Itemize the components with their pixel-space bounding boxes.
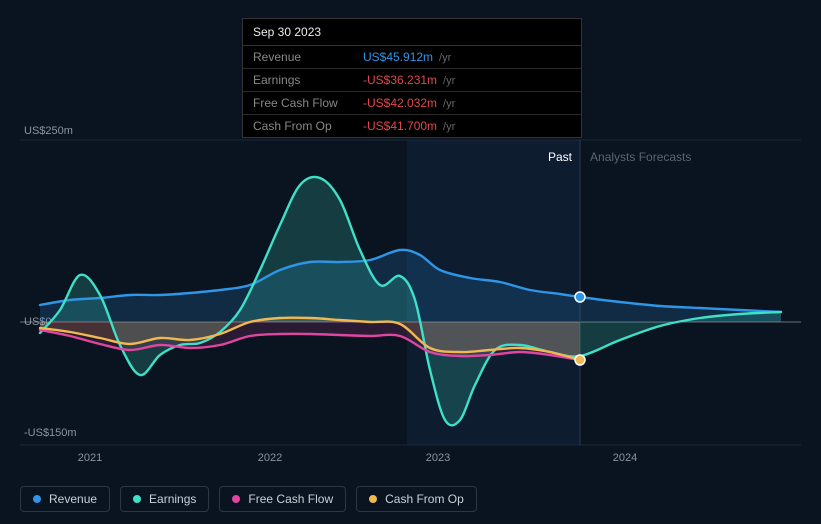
x-axis-label: 2024 — [613, 452, 637, 464]
tooltip-row-label: Free Cash Flow — [253, 96, 363, 110]
tooltip-row-unit: /yr — [443, 121, 455, 133]
legend-label: Revenue — [49, 492, 97, 506]
period-forecast-label: Analysts Forecasts — [590, 150, 691, 164]
legend-label: Earnings — [149, 492, 196, 506]
period-labels: Past Analysts Forecasts — [548, 150, 691, 164]
legend-dot — [33, 495, 41, 503]
tooltip-row-value: -US$42.032m — [363, 96, 437, 110]
legend-label: Free Cash Flow — [248, 492, 333, 506]
legend-item[interactable]: Cash From Op — [356, 486, 477, 512]
tooltip-row-label: Revenue — [253, 50, 363, 64]
legend-item[interactable]: Earnings — [120, 486, 209, 512]
legend-label: Cash From Op — [385, 492, 464, 506]
legend-item[interactable]: Revenue — [20, 486, 110, 512]
legend-dot — [232, 495, 240, 503]
tooltip-row: RevenueUS$45.912m/yr — [243, 46, 581, 69]
tooltip-row-label: Earnings — [253, 73, 363, 87]
tooltip-row-unit: /yr — [439, 52, 451, 64]
x-axis-label: 2021 — [78, 452, 102, 464]
tooltip-row: Cash From Op-US$41.700m/yr — [243, 115, 581, 137]
legend-item[interactable]: Free Cash Flow — [219, 486, 346, 512]
tooltip-row-value: US$45.912m — [363, 50, 433, 64]
tooltip-row-unit: /yr — [443, 75, 455, 87]
x-axis-label: 2022 — [258, 452, 282, 464]
tooltip-row: Earnings-US$36.231m/yr — [243, 69, 581, 92]
x-axis-label: 2023 — [426, 452, 450, 464]
legend-dot — [133, 495, 141, 503]
tooltip-row-value: -US$41.700m — [363, 119, 437, 133]
hover-tooltip: Sep 30 2023 RevenueUS$45.912m/yrEarnings… — [242, 18, 582, 138]
legend-dot — [369, 495, 377, 503]
tooltip-row-label: Cash From Op — [253, 119, 363, 133]
tooltip-row-unit: /yr — [443, 98, 455, 110]
tooltip-row: Free Cash Flow-US$42.032m/yr — [243, 92, 581, 115]
period-past-label: Past — [548, 150, 572, 164]
chart-legend: Revenue Earnings Free Cash Flow Cash From O… — [20, 486, 477, 512]
tooltip-date: Sep 30 2023 — [243, 19, 581, 46]
tooltip-row-value: -US$36.231m — [363, 73, 437, 87]
